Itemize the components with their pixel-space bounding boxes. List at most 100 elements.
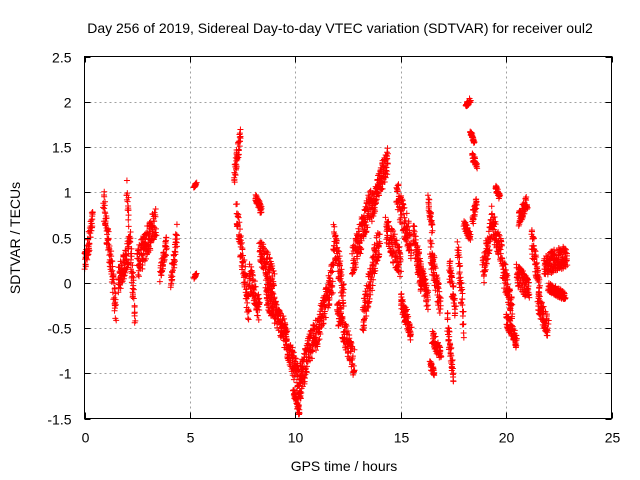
data-point <box>480 273 487 280</box>
data-point <box>296 389 303 396</box>
data-point <box>172 248 179 255</box>
data-point <box>375 243 382 250</box>
data-point <box>232 172 239 179</box>
data-point <box>329 289 336 296</box>
y-tick-label: -1 <box>59 366 72 382</box>
data-point <box>252 283 259 290</box>
data-point <box>267 264 274 271</box>
data-point <box>112 296 119 303</box>
data-point <box>270 268 277 275</box>
data-point <box>335 247 342 254</box>
x-tick-label: 25 <box>605 430 621 446</box>
data-point <box>238 239 245 246</box>
data-point <box>390 228 397 235</box>
data-point <box>266 255 273 262</box>
data-point <box>435 281 442 288</box>
data-point <box>135 271 142 278</box>
data-point <box>363 229 370 236</box>
data-point <box>408 247 415 254</box>
data-point <box>424 192 431 199</box>
data-point <box>244 299 251 306</box>
data-point <box>152 213 159 220</box>
data-point <box>89 224 96 231</box>
x-tick-label: 5 <box>187 430 195 446</box>
data-point <box>131 309 138 316</box>
data-point <box>236 138 243 145</box>
data-point <box>129 270 136 277</box>
data-point <box>147 218 154 225</box>
data-point <box>333 237 340 244</box>
data-point <box>364 224 371 231</box>
data-point <box>271 270 278 277</box>
data-point <box>425 205 432 212</box>
data-point <box>329 261 336 268</box>
data-point <box>110 280 117 287</box>
data-point <box>322 304 329 311</box>
data-point <box>192 180 199 187</box>
data-point <box>101 193 108 200</box>
data-point <box>329 278 336 285</box>
data-point <box>303 363 310 370</box>
data-point <box>481 279 488 286</box>
data-point <box>257 200 264 207</box>
data-point <box>421 275 428 282</box>
data-point <box>260 244 267 251</box>
data-point <box>267 297 274 304</box>
data-point <box>310 321 317 328</box>
data-point <box>130 282 137 289</box>
data-point <box>240 258 247 265</box>
x-axis-label: GPS time / hours <box>291 458 398 474</box>
data-point <box>403 238 410 245</box>
data-point <box>404 224 411 231</box>
data-point <box>401 204 408 211</box>
data-point <box>375 251 382 258</box>
data-point <box>425 287 432 294</box>
data-point <box>101 205 108 212</box>
data-point <box>394 188 401 195</box>
data-point <box>416 249 423 256</box>
data-point <box>340 286 347 293</box>
data-point <box>294 371 301 378</box>
data-point <box>460 334 467 341</box>
data-point <box>283 337 290 344</box>
x-tick-label: 0 <box>82 430 90 446</box>
data-point <box>401 214 408 221</box>
data-point <box>351 346 358 353</box>
data-point <box>360 233 367 240</box>
data-point <box>235 214 242 221</box>
data-point <box>244 315 251 322</box>
data-point <box>361 322 368 329</box>
data-point <box>124 190 131 197</box>
data-point <box>431 254 438 261</box>
data-point <box>427 243 434 250</box>
data-point <box>256 295 263 302</box>
data-point <box>310 330 317 337</box>
data-point <box>109 267 116 274</box>
data-point <box>159 265 166 272</box>
data-point <box>368 218 375 225</box>
data-point <box>112 290 119 297</box>
data-point <box>332 232 339 239</box>
data-point <box>403 210 410 217</box>
data-point <box>131 302 138 309</box>
data-point <box>412 236 419 243</box>
data-point <box>303 369 310 376</box>
data-point <box>242 263 249 270</box>
data-point <box>244 309 251 316</box>
data-point <box>142 255 149 262</box>
data-point <box>234 200 241 207</box>
y-tick-label: 2 <box>64 95 72 111</box>
data-point <box>436 288 443 295</box>
data-point <box>397 256 404 263</box>
data-point <box>445 324 452 331</box>
data-point <box>236 236 243 243</box>
data-point <box>384 219 391 226</box>
data-point <box>120 273 127 280</box>
data-point <box>429 221 436 228</box>
data-point <box>405 220 412 227</box>
data-point <box>163 246 170 253</box>
data-point <box>161 258 168 265</box>
data-point <box>314 343 321 350</box>
data-point <box>256 299 263 306</box>
data-point <box>296 406 303 413</box>
